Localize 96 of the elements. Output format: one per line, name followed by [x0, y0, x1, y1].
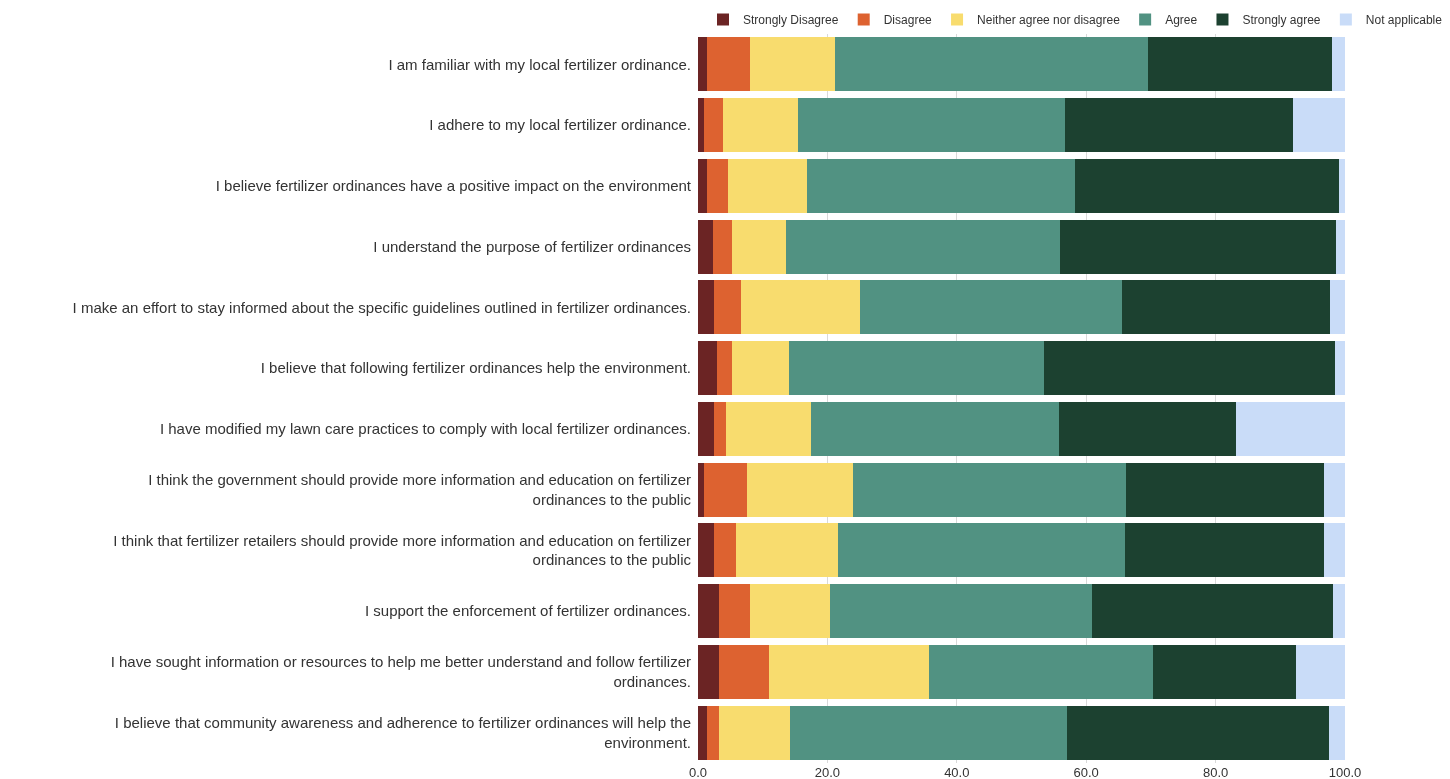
bar	[1064, 98, 1293, 153]
bar	[1235, 401, 1345, 456]
bar	[811, 401, 1060, 456]
bar	[746, 462, 853, 517]
legend-label: Agree	[1165, 13, 1198, 28]
bar	[707, 37, 750, 92]
legend-label: Neither agree nor disagree	[977, 13, 1121, 28]
bar	[1092, 584, 1334, 639]
bar	[698, 644, 720, 699]
y-tick-label: I think that fertilizer retailers should provide more information and education on fertilizer ordinances to the public	[113, 531, 692, 569]
bar	[713, 401, 727, 456]
bar	[712, 219, 732, 274]
x-tick-label: 0.0	[688, 765, 708, 779]
bar	[719, 705, 790, 760]
x-tick-label: 60.0	[1073, 765, 1099, 779]
bar	[1147, 37, 1333, 92]
bar	[698, 401, 714, 456]
y-tick-label: I make an effort to stay informed about the specific guidelines outlined in fertilizer ordinances.	[72, 298, 691, 316]
bar	[1333, 584, 1345, 639]
bar	[698, 37, 708, 92]
bar	[731, 219, 786, 274]
x-tick-label: 100.0	[1328, 765, 1362, 779]
legend-label: Strongly agree	[1242, 13, 1321, 28]
bar	[698, 158, 708, 213]
bar	[1125, 523, 1324, 578]
y-tick-label: I support the enforcement of fertilizer ordinances.	[364, 602, 691, 620]
bar	[719, 644, 769, 699]
bar	[735, 523, 839, 578]
legend-label: Not applicable	[1365, 13, 1443, 28]
bar	[713, 280, 741, 335]
bar	[707, 705, 720, 760]
bar	[798, 98, 1065, 153]
bar	[716, 341, 732, 396]
bar	[1329, 705, 1345, 760]
bar	[1043, 341, 1335, 396]
bar	[928, 644, 1154, 699]
bar	[1153, 644, 1297, 699]
bar	[829, 584, 1093, 639]
bar	[698, 523, 714, 578]
bar	[722, 98, 799, 153]
bar	[1323, 462, 1345, 517]
bar	[719, 584, 750, 639]
legend-label: Disagree	[883, 13, 933, 28]
bar	[1330, 280, 1345, 335]
y-tick-label: I understand the purpose of fertilizer ordinances	[373, 237, 691, 255]
y-tick-label: I believe fertilizer ordinances have a positive impact on the environment	[215, 177, 692, 195]
bar	[1059, 401, 1236, 456]
bar	[785, 219, 1061, 274]
bar	[726, 401, 812, 456]
bar	[1060, 219, 1336, 274]
bar	[703, 98, 723, 153]
bar	[1074, 158, 1339, 213]
bar	[838, 523, 1126, 578]
bar	[1338, 158, 1345, 213]
bar	[1332, 37, 1345, 92]
y-tick-label: I believe that following fertilizer ordinances help the environment.	[260, 359, 691, 377]
bar	[698, 462, 705, 517]
y-tick-label: I adhere to my local fertilizer ordinance.	[429, 116, 691, 134]
bar	[860, 280, 1123, 335]
bar	[698, 98, 704, 153]
bar	[698, 705, 708, 760]
bar	[834, 37, 1148, 92]
x-tick-label: 80.0	[1202, 765, 1229, 779]
bar	[698, 219, 713, 274]
bar	[768, 644, 929, 699]
bar	[698, 280, 714, 335]
bar	[1066, 705, 1330, 760]
x-tick-label: 20.0	[814, 765, 841, 779]
y-tick-label: I have modified my lawn care practices to comply with local fertilizer ordinances.	[159, 420, 691, 438]
bar	[789, 705, 1067, 760]
y-tick-label: I believe that community awareness and adherence to fertilizer ordinances will help the environment.	[114, 714, 691, 751]
bar	[698, 341, 717, 396]
bar	[852, 462, 1127, 517]
bar	[713, 523, 736, 578]
bar	[707, 158, 729, 213]
bar	[1335, 219, 1345, 274]
legend-label: Strongly Disagree	[743, 13, 839, 28]
bar	[728, 158, 808, 213]
bar	[1334, 341, 1345, 396]
bar	[807, 158, 1075, 213]
bar	[1323, 523, 1345, 578]
y-tick-label: I am familiar with my local fertilizer ordinance.	[388, 55, 691, 73]
bar	[704, 462, 747, 517]
bar	[749, 37, 835, 92]
bar	[1126, 462, 1324, 517]
bar	[1296, 644, 1345, 699]
bar	[698, 584, 720, 639]
bar	[740, 280, 861, 335]
x-tick-label: 40.0	[944, 765, 970, 779]
y-tick-label: I think the government should provide more information and education on fertilizer ordinances to the public	[148, 471, 692, 508]
bar	[1122, 280, 1331, 335]
bar	[1292, 98, 1345, 153]
bar	[749, 584, 830, 639]
bar	[731, 341, 790, 396]
bar	[789, 341, 1044, 396]
y-tick-label: I have sought information or resources to help me better understand and follow fertilizer ordinances.	[110, 653, 691, 690]
